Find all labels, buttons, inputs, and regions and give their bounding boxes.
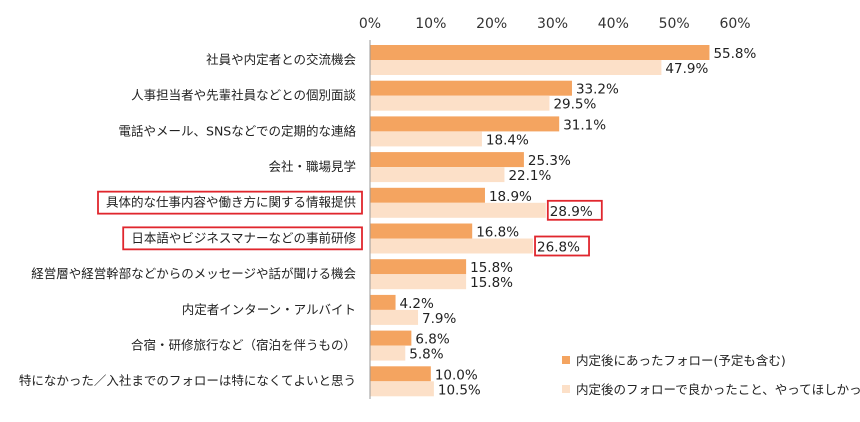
category-label: 日本語やビジネスマナーなどの事前研修 — [131, 230, 356, 245]
data-label: 15.8% — [470, 275, 513, 291]
category-label: 電話やメール、SNSなどでの定期的な連絡 — [119, 123, 357, 138]
bar-series-1 — [370, 259, 467, 275]
bar-series-2 — [370, 238, 534, 254]
bar-series-1 — [370, 80, 572, 96]
bar-series-2 — [370, 381, 434, 397]
category-label: 人事担当者や先輩社員などとの個別面談 — [131, 88, 356, 103]
bar-series-1 — [370, 116, 560, 132]
data-label: 18.9% — [489, 189, 532, 205]
bar-series-1 — [370, 187, 485, 203]
bar-series-2 — [370, 131, 482, 147]
category-label: 具体的な仕事内容や働き方に関する情報提供 — [106, 195, 356, 210]
x-tick-label: 20% — [476, 16, 507, 32]
legend-swatch — [562, 385, 570, 393]
bar-series-1 — [370, 330, 412, 346]
bar-series-1 — [370, 366, 431, 382]
x-tick-label: 40% — [598, 16, 629, 32]
category-label: 合宿・研修旅行など（宿泊を伴うもの） — [131, 337, 356, 352]
bar-series-2 — [370, 274, 467, 290]
bar-series-1 — [370, 223, 473, 239]
highlight-box — [534, 235, 590, 257]
data-label: 31.1% — [563, 117, 606, 133]
legend-label: 内定後にあったフォロー(予定も含む) — [576, 353, 786, 368]
highlight-box — [546, 199, 603, 221]
data-label: 26.8% — [537, 240, 580, 256]
data-label: 33.2% — [576, 82, 619, 98]
data-label: 55.8% — [713, 46, 756, 62]
bar-series-1 — [370, 152, 524, 168]
x-tick-label: 60% — [719, 16, 750, 32]
data-label: 5.8% — [409, 347, 443, 363]
x-tick-label: 30% — [537, 16, 568, 32]
highlight-box — [97, 190, 363, 215]
x-tick-label: 50% — [659, 16, 690, 32]
data-label: 18.4% — [486, 132, 529, 148]
bar-series-2 — [370, 345, 406, 361]
bar-series-2 — [370, 95, 550, 111]
category-label: 会社・職場見学 — [268, 159, 356, 174]
data-label: 29.5% — [553, 97, 596, 113]
data-label: 28.9% — [550, 204, 593, 220]
data-label: 25.3% — [528, 153, 571, 169]
data-label: 16.8% — [476, 225, 519, 241]
data-label: 7.9% — [422, 311, 456, 327]
bar-series-2 — [370, 309, 419, 325]
highlight-box — [122, 226, 363, 251]
category-label: 社員や内定者との交流機会 — [206, 52, 356, 67]
data-label: 47.9% — [665, 61, 708, 77]
bar-series-2 — [370, 167, 505, 183]
legend-label: 内定後のフォローで良かったこと、やってほしかったこと — [576, 382, 860, 397]
x-tick-label: 0% — [359, 16, 381, 32]
legend-swatch — [562, 356, 570, 364]
data-label: 4.2% — [400, 296, 434, 312]
x-tick-label: 10% — [415, 16, 446, 32]
bar-series-1 — [370, 45, 710, 60]
data-label: 10.0% — [435, 367, 478, 383]
category-label: 特になかった／入社までのフォローは特になくてよいと思う — [19, 373, 356, 388]
bar-series-2 — [370, 202, 546, 218]
category-label: 経営層や経営幹部などからのメッセージや話が聞ける機会 — [31, 266, 356, 281]
data-label: 6.8% — [415, 332, 449, 348]
data-label: 15.8% — [470, 260, 513, 276]
data-label: 22.1% — [508, 168, 551, 184]
data-label: 10.5% — [438, 382, 481, 398]
category-label: 内定者インターン・アルバイト — [182, 302, 356, 317]
bar-series-1 — [370, 294, 396, 310]
bar-series-2 — [370, 60, 662, 75]
